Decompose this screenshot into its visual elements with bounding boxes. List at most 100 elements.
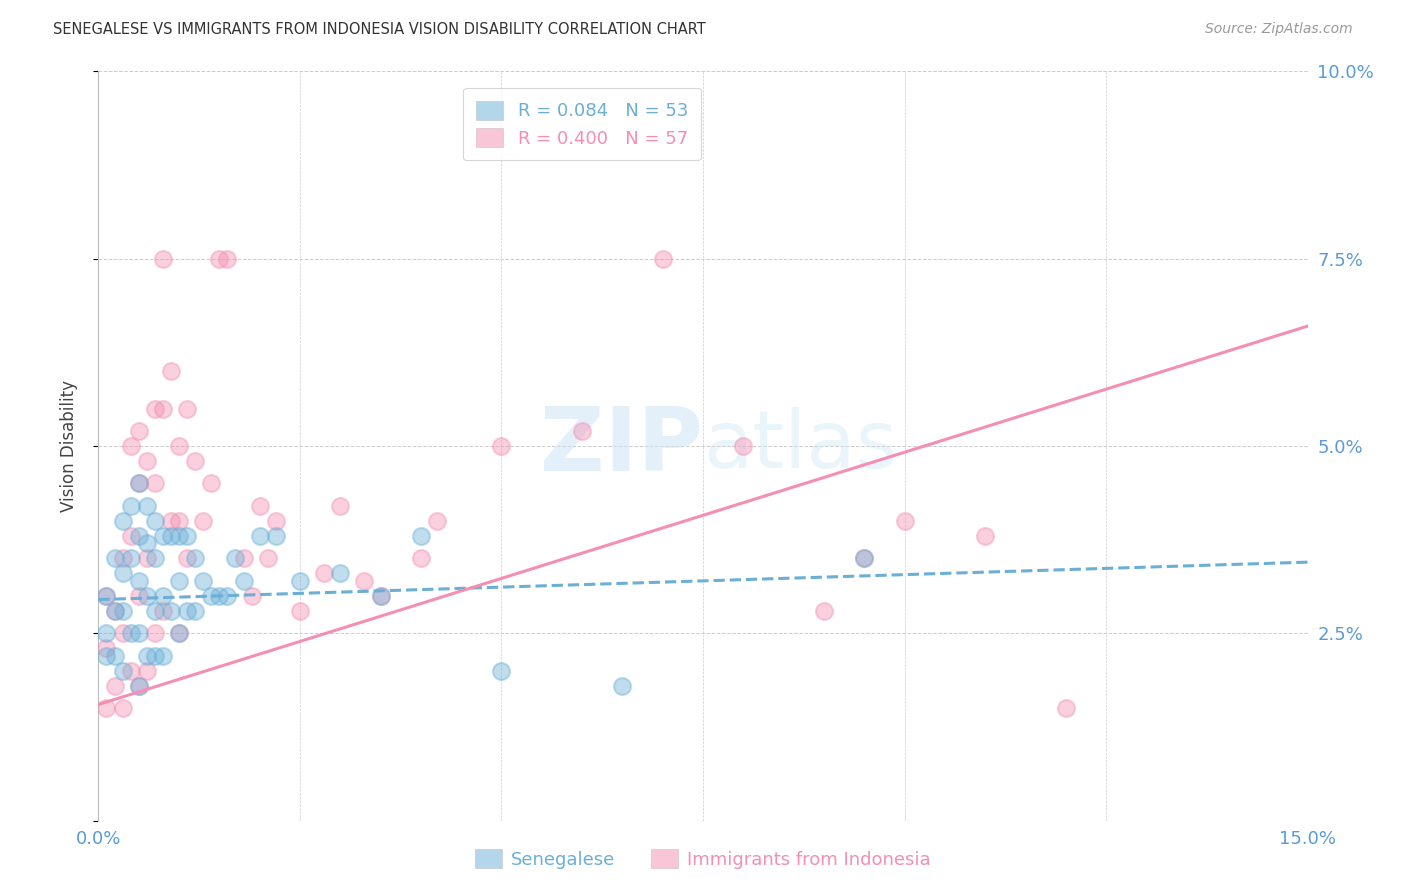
Point xyxy=(249,499,271,513)
Point xyxy=(152,604,174,618)
Point xyxy=(103,648,125,663)
Point xyxy=(240,589,263,603)
Point xyxy=(120,551,142,566)
Point xyxy=(224,551,246,566)
Point xyxy=(128,589,150,603)
Point xyxy=(853,551,876,566)
Point xyxy=(96,641,118,656)
Point xyxy=(491,664,513,678)
Point xyxy=(184,551,207,566)
Point xyxy=(160,364,183,378)
Point xyxy=(409,529,432,543)
Point xyxy=(974,529,997,543)
Point xyxy=(184,604,207,618)
Point xyxy=(128,679,150,693)
Point xyxy=(1054,701,1077,715)
Point xyxy=(167,439,190,453)
Point xyxy=(135,648,157,663)
Point xyxy=(167,626,190,640)
Point xyxy=(200,589,222,603)
Point xyxy=(571,424,593,438)
Point xyxy=(813,604,835,618)
Point xyxy=(329,566,352,581)
Point xyxy=(103,604,125,618)
Point xyxy=(128,574,150,588)
Point xyxy=(160,604,183,618)
Point xyxy=(111,514,134,528)
Point xyxy=(128,476,150,491)
Point xyxy=(733,439,755,453)
Point xyxy=(120,626,142,640)
Point xyxy=(120,529,142,543)
Point xyxy=(208,252,231,266)
Point xyxy=(200,476,222,491)
Point xyxy=(256,551,278,566)
Point xyxy=(264,514,287,528)
Point xyxy=(111,566,134,581)
Point xyxy=(111,604,134,618)
Point xyxy=(167,514,190,528)
Point xyxy=(217,589,239,603)
Point xyxy=(135,499,157,513)
Point xyxy=(853,551,876,566)
Point xyxy=(96,648,118,663)
Point xyxy=(143,551,166,566)
Point xyxy=(152,589,174,603)
Point xyxy=(264,529,287,543)
Point xyxy=(135,454,157,468)
Point xyxy=(176,551,198,566)
Point xyxy=(167,529,190,543)
Point xyxy=(96,701,118,715)
Point xyxy=(96,589,118,603)
Y-axis label: Vision Disability: Vision Disability xyxy=(59,380,77,512)
Point xyxy=(143,514,166,528)
Point xyxy=(111,701,134,715)
Point xyxy=(152,529,174,543)
Point xyxy=(152,401,174,416)
Point xyxy=(370,589,392,603)
Point xyxy=(135,551,157,566)
Point xyxy=(111,664,134,678)
Point xyxy=(128,529,150,543)
Point xyxy=(370,589,392,603)
Point xyxy=(176,401,198,416)
Point xyxy=(193,574,215,588)
Point xyxy=(232,551,254,566)
Point xyxy=(288,574,311,588)
Point xyxy=(249,529,271,543)
Point xyxy=(143,604,166,618)
Point xyxy=(103,679,125,693)
Point xyxy=(167,574,190,588)
Text: atlas: atlas xyxy=(703,407,897,485)
Point xyxy=(120,439,142,453)
Point xyxy=(426,514,449,528)
Text: SENEGALESE VS IMMIGRANTS FROM INDONESIA VISION DISABILITY CORRELATION CHART: SENEGALESE VS IMMIGRANTS FROM INDONESIA … xyxy=(53,22,706,37)
Point xyxy=(135,664,157,678)
Point xyxy=(128,679,150,693)
Point xyxy=(152,648,174,663)
Text: ZIP: ZIP xyxy=(540,402,703,490)
Point xyxy=(103,604,125,618)
Point xyxy=(409,551,432,566)
Text: Source: ZipAtlas.com: Source: ZipAtlas.com xyxy=(1205,22,1353,37)
Legend: Senegalese, Immigrants from Indonesia: Senegalese, Immigrants from Indonesia xyxy=(468,841,938,876)
Point xyxy=(160,514,183,528)
Point xyxy=(217,252,239,266)
Point xyxy=(152,252,174,266)
Point xyxy=(96,589,118,603)
Point xyxy=(491,439,513,453)
Point xyxy=(128,424,150,438)
Point xyxy=(288,604,311,618)
Point xyxy=(128,626,150,640)
Point xyxy=(103,551,125,566)
Point xyxy=(167,626,190,640)
Point xyxy=(135,536,157,550)
Point xyxy=(232,574,254,588)
Point xyxy=(353,574,375,588)
Point xyxy=(193,514,215,528)
Point xyxy=(893,514,915,528)
Point xyxy=(120,499,142,513)
Point xyxy=(176,604,198,618)
Point xyxy=(96,626,118,640)
Point xyxy=(184,454,207,468)
